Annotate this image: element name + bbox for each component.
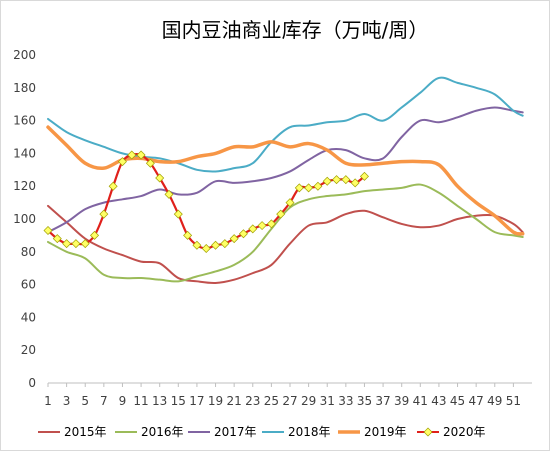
y-tick-label: 80 — [21, 245, 36, 259]
data-point-2020 — [201, 244, 211, 254]
data-point-2020 — [136, 150, 146, 160]
data-point-2020 — [62, 239, 72, 249]
x-tick-label: 27 — [282, 394, 297, 408]
data-point-2020 — [276, 209, 286, 219]
x-tick-label: 47 — [469, 394, 484, 408]
legend-label: 2016年 — [141, 425, 184, 439]
data-point-2020 — [238, 229, 248, 239]
data-point-2020 — [350, 178, 360, 188]
x-tick-label: 49 — [487, 394, 502, 408]
data-point-2020 — [257, 221, 267, 231]
x-tick-label: 3 — [63, 394, 71, 408]
y-tick-label: 160 — [13, 114, 36, 128]
y-tick-label: 0 — [28, 376, 36, 390]
data-point-2020 — [99, 209, 109, 219]
data-point-2020 — [164, 189, 174, 199]
data-point-2020 — [304, 183, 314, 193]
y-tick-label: 40 — [21, 310, 36, 324]
x-tick-label: 39 — [394, 394, 409, 408]
y-tick-label: 120 — [13, 179, 36, 193]
legend-label: 2019年 — [364, 425, 407, 439]
data-point-2020 — [229, 234, 239, 244]
y-tick-label: 200 — [13, 48, 36, 62]
x-tick-label: 5 — [81, 394, 89, 408]
data-point-2020 — [127, 150, 137, 160]
data-point-2020 — [80, 239, 90, 249]
data-point-2020 — [52, 234, 62, 244]
legend: 2015年 2016年 2017年 2018年 2019年 2020年 — [38, 425, 486, 439]
y-tick-label: 20 — [21, 343, 36, 357]
series-line-2015年 — [47, 204, 524, 285]
data-point-2020 — [155, 173, 165, 183]
x-tick-label: 17 — [189, 394, 204, 408]
y-tick-label: 180 — [13, 81, 36, 95]
x-tick-label: 19 — [208, 394, 223, 408]
x-tick-label: 37 — [375, 394, 390, 408]
x-tick-label: 23 — [245, 394, 260, 408]
series-line-2017年 — [47, 106, 524, 234]
x-tick-label: 43 — [431, 394, 446, 408]
x-tick-label: 51 — [506, 394, 521, 408]
series-lines — [43, 76, 525, 285]
x-tick-label: 35 — [357, 394, 372, 408]
legend-label: 2018年 — [288, 425, 331, 439]
y-tick-label: 60 — [21, 278, 36, 292]
y-tick-label: 140 — [13, 146, 36, 160]
legend-label: 2015年 — [64, 425, 107, 439]
x-tick-label: 33 — [338, 394, 353, 408]
data-point-2020 — [173, 209, 183, 219]
data-point-2020 — [332, 175, 342, 185]
x-tick-label: 41 — [413, 394, 428, 408]
x-tick-label: 7 — [100, 394, 108, 408]
data-point-2020 — [220, 239, 230, 249]
x-tick-label: 21 — [227, 394, 242, 408]
data-point-2020 — [192, 240, 202, 250]
data-point-2020 — [43, 225, 53, 235]
x-tick-label: 11 — [133, 394, 148, 408]
legend-label: 2020年 — [443, 425, 486, 439]
data-point-2020 — [322, 176, 332, 186]
data-point-2020 — [341, 175, 351, 185]
legend-label: 2017年 — [214, 425, 257, 439]
data-point-2020 — [145, 158, 155, 168]
data-point-2020 — [359, 171, 369, 181]
x-tick-label: 25 — [264, 394, 279, 408]
data-point-2020 — [248, 224, 258, 234]
data-point-2020 — [285, 198, 295, 208]
data-point-2020 — [266, 219, 276, 229]
data-point-2020 — [71, 239, 81, 249]
chart-title: 国内豆油商业库存（万吨/周） — [162, 18, 429, 42]
series-line-2016年 — [47, 183, 524, 283]
data-point-2020 — [117, 157, 127, 167]
data-point-2020 — [90, 230, 100, 240]
data-point-2020 — [211, 240, 221, 250]
series-line-2019年 — [46, 125, 525, 236]
data-point-2020 — [313, 181, 323, 191]
data-point-2020 — [183, 230, 193, 240]
y-tick-label: 100 — [13, 212, 36, 226]
x-tick-label: 29 — [301, 394, 316, 408]
data-point-2020 — [294, 183, 304, 193]
x-tick-label: 13 — [152, 394, 167, 408]
legend-marker — [423, 427, 433, 437]
x-tick-label: 9 — [119, 394, 127, 408]
data-point-2020 — [108, 181, 118, 191]
x-tick-label: 45 — [450, 394, 465, 408]
x-tick-label: 15 — [171, 394, 186, 408]
x-tick-label: 31 — [320, 394, 335, 408]
x-tick-label: 1 — [44, 394, 52, 408]
